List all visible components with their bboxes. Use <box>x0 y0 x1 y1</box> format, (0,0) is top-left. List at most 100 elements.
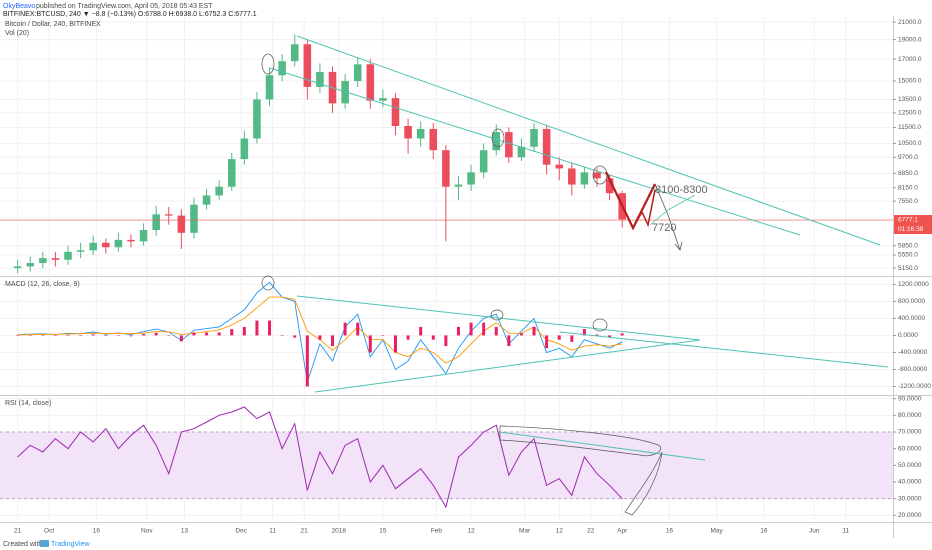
histogram-bar <box>393 335 397 353</box>
y-tick-label: 7550.0 <box>898 198 918 205</box>
candle-body <box>190 204 198 233</box>
histogram-bar <box>608 335 612 338</box>
candle-body <box>227 159 236 187</box>
pane-subtitle: Vol (20) <box>5 30 29 37</box>
circle-drawing <box>261 275 275 291</box>
y-tick-label: 5850.0 <box>898 242 918 249</box>
candle-body <box>366 64 375 101</box>
circle-drawing <box>261 53 275 75</box>
y-tick-label: 21000.0 <box>898 19 922 26</box>
x-tick-label: 12 <box>467 528 475 535</box>
histogram-bar <box>456 326 460 336</box>
countdown-box <box>894 225 932 235</box>
histogram-bar <box>142 333 146 336</box>
x-tick-label: 12 <box>556 528 564 535</box>
x-tick-label: Dec <box>235 528 247 535</box>
curve-drawing <box>499 425 662 457</box>
candle-body <box>593 172 601 179</box>
drawings <box>261 35 889 516</box>
candle-body <box>89 242 97 251</box>
footer-brand: TradingView <box>51 541 90 548</box>
y-tick-label: 8150.0 <box>898 184 918 191</box>
x-tick-label: 16 <box>760 528 768 535</box>
x-tick-label: 22 <box>587 528 595 535</box>
y-tick-label: 13500.0 <box>898 96 922 103</box>
histogram-bar <box>154 332 158 336</box>
histogram-bar <box>620 333 624 336</box>
rsi-line <box>17 406 623 509</box>
x-tick-label: Mar <box>519 528 531 535</box>
candle-body <box>580 172 589 185</box>
histogram-bar <box>519 333 523 336</box>
x-tick-label: 21 <box>301 528 309 535</box>
histogram-bar <box>331 335 335 347</box>
candle-body <box>202 195 211 205</box>
y-tick-label: 80.0000 <box>898 412 922 419</box>
histogram-bar <box>482 322 486 336</box>
y-tick-label: 50.0000 <box>898 462 922 469</box>
histogram-bar <box>41 335 45 336</box>
histogram-bar <box>192 332 196 336</box>
candle-body <box>391 98 400 126</box>
candle-body <box>404 125 412 139</box>
candle-body <box>542 129 551 165</box>
histogram-bar <box>305 335 309 387</box>
x-tick-label: 21 <box>14 528 22 535</box>
circle-drawing <box>592 318 608 332</box>
histogram-bar <box>268 320 272 336</box>
x-tick-label: 11 <box>842 528 849 535</box>
candle-body <box>467 172 475 185</box>
last-price-box <box>894 215 932 226</box>
y-tick-label: 9700.0 <box>898 154 918 161</box>
candle-body <box>505 132 513 158</box>
y-tick-label: 19000.0 <box>898 36 922 43</box>
symbol-info: BITFINEX:BTCUSD, 240 ▼ −8.8 (−0.13%) O:6… <box>3 11 257 18</box>
histogram-bar <box>255 320 259 336</box>
y-tick-label: 12500.0 <box>898 110 922 117</box>
pane-title: RSI (14, close) <box>5 400 51 407</box>
histogram-bar <box>129 335 133 337</box>
y-tick-label: -1200.0000 <box>898 383 931 390</box>
circle-drawing <box>490 309 504 321</box>
y-tick-label: 11500.0 <box>898 124 921 131</box>
candle-body <box>51 258 60 260</box>
candle-body <box>303 44 312 87</box>
candle-body <box>164 214 173 216</box>
y-tick-label: -400.0000 <box>898 349 928 356</box>
histogram-bar <box>230 329 234 336</box>
candle-body <box>442 150 450 187</box>
histogram-bar <box>368 335 372 353</box>
candle-body <box>429 129 438 151</box>
x-tick-label: 15 <box>379 528 387 535</box>
histogram-bar <box>167 335 171 336</box>
histogram-bar <box>557 335 561 340</box>
published: published on TradingView.com, April 05, … <box>36 3 213 10</box>
candle-body <box>278 61 286 76</box>
y-tick-label: 0.0000 <box>898 332 918 339</box>
candle-body <box>517 146 526 158</box>
pane-title: Bitcoin / Dollar, 240, BITFINEX <box>5 21 101 28</box>
projection-arrow <box>654 183 681 251</box>
candle-body <box>26 263 35 267</box>
candle-body <box>102 242 110 248</box>
x-tick-label: Feb <box>431 528 443 535</box>
candle-body <box>353 64 362 81</box>
histogram-bar <box>217 332 221 336</box>
x-tick-label: Oct <box>44 528 54 535</box>
y-tick-label: 60.0000 <box>898 445 922 452</box>
band-fill <box>0 432 893 499</box>
y-tick-label: 15000.0 <box>898 78 922 85</box>
candle-body <box>316 71 324 87</box>
candle-body <box>114 239 123 248</box>
author: OkyBeavo <box>3 3 35 10</box>
x-tick-label: Jun <box>809 528 820 535</box>
histogram-bar <box>343 322 347 336</box>
footer-text: Created with <box>3 541 42 548</box>
histogram-bar <box>532 326 536 336</box>
countdown: 01:16:38 <box>898 226 924 233</box>
candle-body <box>605 178 614 194</box>
candle-body <box>379 98 387 101</box>
histogram-bar <box>444 335 448 347</box>
